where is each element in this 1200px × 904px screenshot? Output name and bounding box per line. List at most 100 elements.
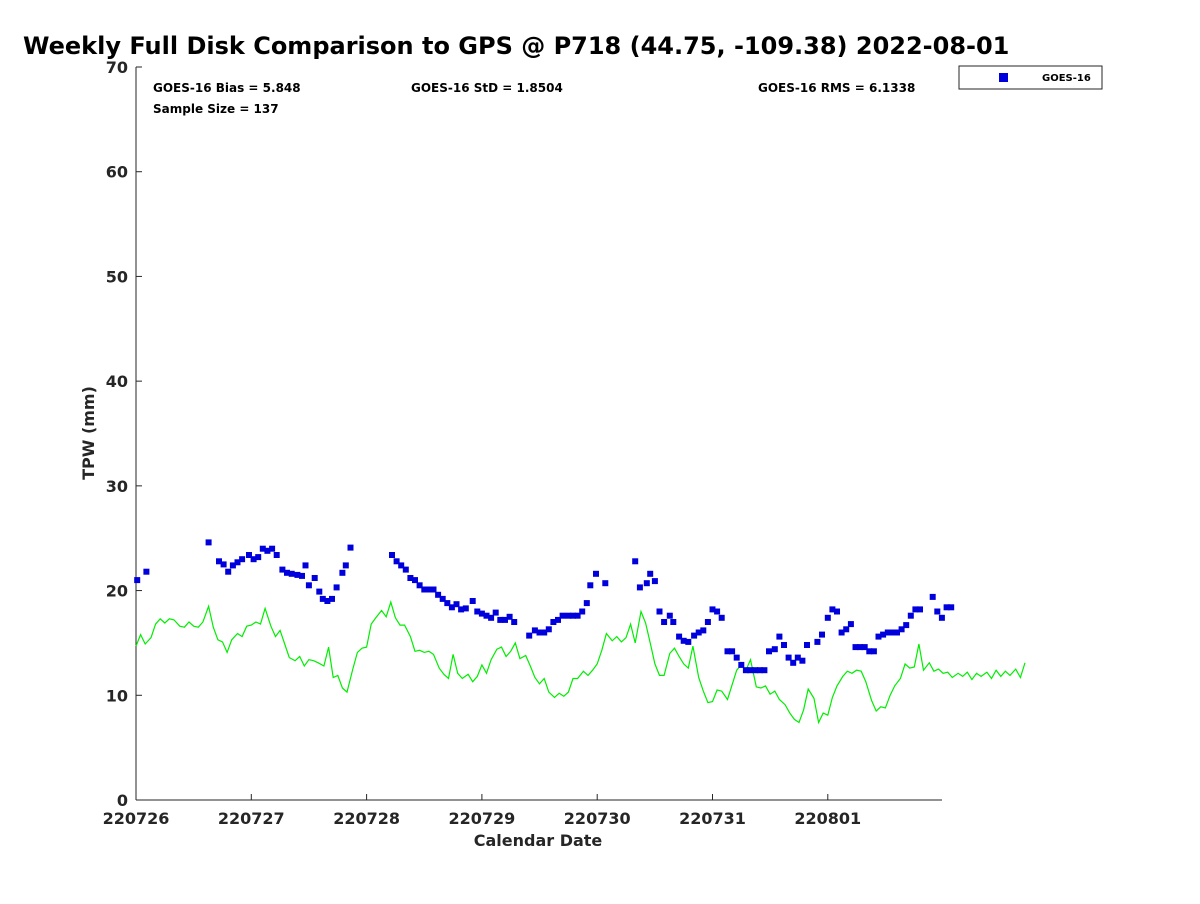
goes16-data-point: [643, 580, 650, 587]
goes16-data-point: [316, 588, 323, 595]
goes16-data-point: [526, 632, 533, 639]
goes16-data-point: [804, 642, 810, 648]
goes16-data-point: [761, 667, 768, 674]
goes16-data-point: [948, 604, 955, 611]
goes16-data-point: [439, 595, 446, 602]
goes16-data-point: [729, 648, 736, 655]
goes16-data-point: [264, 547, 271, 554]
goes16-data-point: [246, 552, 252, 558]
goes16-data-point: [666, 612, 673, 619]
goes16-data-point: [661, 619, 668, 625]
goes16-data-point: [829, 606, 836, 613]
x-tick-label: 220730: [564, 809, 631, 828]
goes16-data-point: [781, 642, 787, 648]
goes16-data-point: [347, 544, 354, 551]
goes16-data-point: [474, 608, 481, 615]
goes16-data-point: [838, 629, 845, 636]
goes16-data-point: [205, 539, 212, 546]
x-tick-label: 220728: [333, 809, 400, 828]
sample-size-stat: Sample Size = 137: [153, 102, 279, 116]
goes16-data-point: [691, 632, 698, 639]
goes16-data-point: [733, 654, 740, 661]
goes16-data-point: [220, 561, 227, 568]
goes16-data-point: [324, 598, 331, 604]
goes16-data-point: [284, 569, 290, 576]
goes16-data-point: [294, 571, 301, 578]
bias-stat: GOES-16 Bias = 5.848: [153, 81, 301, 95]
rms-stat: GOES-16 RMS = 6.1338: [758, 81, 915, 95]
goes16-data-point: [847, 621, 854, 628]
goes16-data-point: [398, 562, 405, 569]
goes16-data-point: [718, 614, 725, 621]
goes16-data-point: [934, 608, 941, 615]
goes16-data-point: [273, 552, 280, 558]
goes16-data-point: [632, 558, 639, 565]
goes16-data-point: [421, 586, 428, 593]
goes16-data-point: [852, 644, 859, 651]
goes16-data-point: [695, 629, 702, 636]
goes16-data-point: [785, 654, 792, 661]
goes16-data-point: [497, 616, 504, 623]
goes16-data-point: [425, 586, 432, 593]
x-axis-label: Calendar Date: [474, 831, 603, 850]
y-tick-label: 30: [106, 477, 128, 496]
goes16-data-point: [389, 552, 395, 558]
y-axis-label: TPW (mm): [79, 386, 98, 480]
goes16-data-point: [536, 629, 543, 636]
goes16-data-point: [714, 608, 721, 615]
goes16-data-point: [444, 600, 451, 607]
goes16-data-point: [602, 580, 609, 587]
x-tick-label: 220731: [679, 809, 746, 828]
goes16-data-point: [866, 648, 873, 655]
y-tick-label: 10: [106, 686, 128, 705]
goes16-data-point: [478, 610, 485, 617]
legend-marker-goes16: [999, 73, 1008, 82]
goes16-data-point: [889, 629, 896, 636]
goes16-data-point: [559, 612, 566, 619]
x-tick-label: 220729: [449, 809, 516, 828]
goes16-data-point: [333, 584, 340, 591]
gps-series: [135, 600, 1026, 725]
goes16-data-point: [255, 554, 262, 561]
goes16-data-point: [250, 556, 257, 563]
y-tick-label: 0: [117, 791, 128, 810]
goes16-data-point: [229, 562, 236, 569]
goes16-data-point: [709, 606, 716, 613]
legend-box: [958, 65, 1103, 90]
goes16-data-point: [407, 575, 414, 581]
goes16-data-point: [511, 619, 518, 625]
goes16-data-point: [861, 644, 868, 651]
goes16-data-point: [430, 586, 437, 593]
goes16-data-point: [747, 667, 754, 674]
goes16-data-point: [458, 606, 465, 613]
goes16-data-point: [531, 627, 538, 634]
goes16-data-point: [670, 619, 677, 625]
goes16-data-point: [462, 605, 469, 612]
goes16-data-point: [738, 661, 745, 668]
goes16-data-point: [814, 638, 821, 645]
y-ticks: 0 10 20 30 40 50 60 70: [106, 58, 142, 810]
goes16-data-point: [448, 604, 455, 611]
y-tick-label: 20: [106, 582, 128, 601]
x-tick-label: 220727: [218, 809, 285, 828]
goes16-data-point: [483, 612, 490, 619]
goes16-data-point: [676, 633, 683, 640]
goes16-data-point: [593, 570, 599, 577]
goes16-data-point: [570, 612, 576, 619]
goes16-data-point: [329, 595, 335, 602]
goes16-data-point: [857, 644, 864, 651]
goes16-data-point: [647, 570, 654, 577]
legend: GOES-16: [958, 65, 1103, 90]
goes16-data-point: [492, 609, 499, 616]
goes16-data-point: [894, 629, 900, 636]
goes16-data-point: [636, 584, 643, 591]
goes16-data-point: [143, 568, 150, 575]
goes16-data-point: [875, 633, 882, 640]
goes16-data-point: [680, 637, 687, 644]
goes16-data-point: [685, 638, 692, 645]
goes16-data-point: [724, 648, 731, 655]
goes16-data-point: [752, 667, 759, 674]
legend-label-goes16: GOES-16: [1042, 73, 1091, 84]
goes16-data-point: [943, 604, 950, 611]
y-tick-label: 50: [106, 267, 128, 286]
